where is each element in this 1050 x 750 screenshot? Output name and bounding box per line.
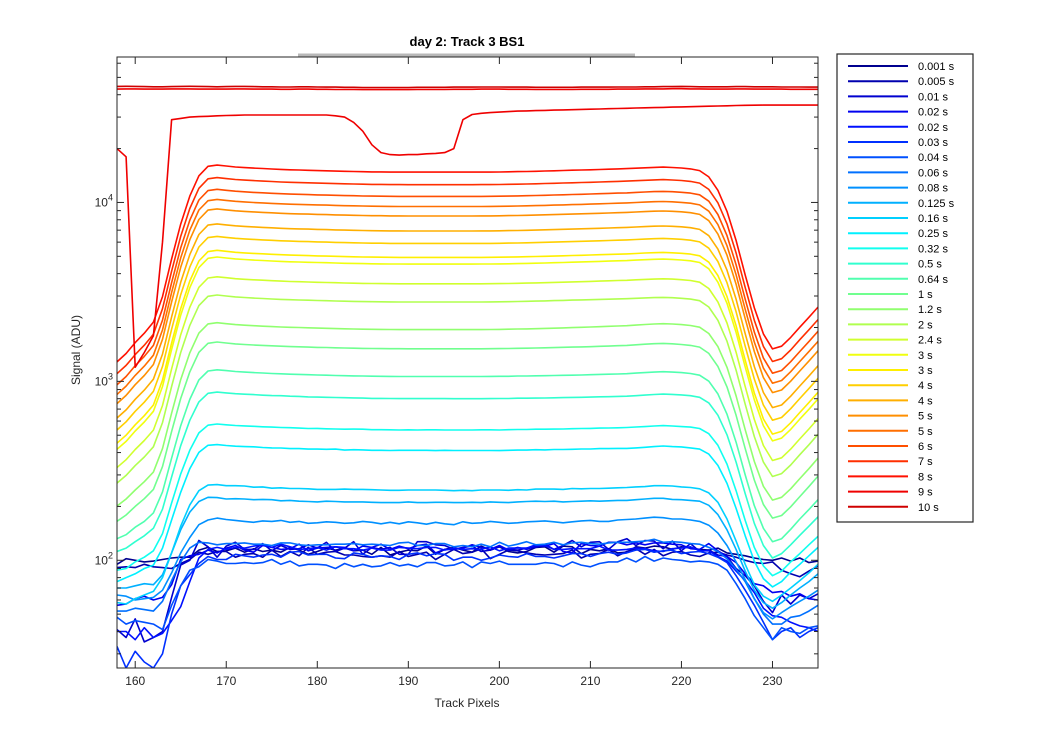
legend-entry: 4 s (918, 380, 933, 392)
y-tick-label: 104 (95, 192, 113, 209)
legend-entry: 7 s (918, 456, 933, 468)
legend-entry: 5 s (918, 411, 933, 423)
series-line-4 (117, 543, 818, 641)
x-tick-label: 180 (307, 674, 327, 688)
series-line-16 (117, 321, 818, 507)
series-line-5 (117, 548, 818, 668)
y-tick-label: 103 (95, 371, 113, 388)
plot-area: 160 170 180 190 200 210 220 230 102 103 104 (95, 56, 819, 688)
series-line-21 (117, 235, 818, 431)
legend-entry: 0.02 s (918, 122, 948, 134)
legend-entry: 3 s (918, 365, 933, 377)
series-line-9 (117, 496, 818, 609)
legend-entry: 3 s (918, 350, 933, 362)
legend-entry: 6 s (918, 441, 933, 453)
x-tick-label: 190 (398, 674, 418, 688)
legend-entry: 0.16 s (918, 213, 948, 225)
legend-entry: 0.06 s (918, 167, 948, 179)
legend-entry: 4 s (918, 395, 933, 407)
series-line-1 (117, 546, 818, 578)
legend-entry: 0.04 s (918, 152, 948, 164)
series-line-25 (117, 188, 818, 386)
series-line-7 (117, 538, 818, 625)
x-tick-label: 170 (216, 674, 236, 688)
series-line-12 (117, 423, 818, 577)
x-tick-label: 230 (762, 674, 782, 688)
x-tick-label: 220 (671, 674, 691, 688)
chart-title: day 2: Track 3 BS1 (410, 34, 525, 49)
series-line-22 (117, 223, 818, 419)
axes-frame (116, 56, 819, 669)
series-line-30 (117, 87, 818, 91)
series-line-17 (117, 294, 818, 484)
series-line-28 (117, 104, 818, 368)
legend-entry: 0.03 s (918, 137, 948, 149)
y-axis-label: Signal (ADU) (69, 315, 83, 385)
x-axis-label: Track Pixels (435, 696, 500, 710)
legend-entry: 2.4 s (918, 335, 942, 347)
series-line-14 (117, 369, 818, 543)
series-line-19 (117, 256, 818, 450)
legend-entry: 0.08 s (918, 183, 948, 195)
legend-entry: 0.64 s (918, 274, 948, 286)
legend-entry: 0.005 s (918, 76, 955, 88)
legend-entry: 0.32 s (918, 243, 948, 255)
legend-entry: 0.125 s (918, 198, 955, 210)
series-line-23 (117, 208, 818, 405)
y-tick-label: 102 (95, 550, 113, 567)
series-line-10 (117, 483, 818, 605)
legend-entry: 0.5 s (918, 259, 942, 271)
series-line-11 (117, 443, 818, 588)
x-tick-label: 210 (580, 674, 600, 688)
series-line-20 (117, 249, 818, 444)
series-line-27 (117, 164, 818, 363)
series-line-26 (117, 176, 818, 375)
legend-entry: 0.02 s (918, 107, 948, 119)
series-line-18 (117, 276, 818, 469)
series-group (117, 85, 818, 668)
series-line-29 (117, 85, 818, 89)
legend-entry: 1 s (918, 289, 933, 301)
legend-entry: 1.2 s (918, 304, 942, 316)
legend-entry: 0.001 s (918, 61, 955, 73)
series-line-8 (117, 516, 818, 620)
legend-entry: 2 s (918, 319, 933, 331)
legend-entry: 0.25 s (918, 228, 948, 240)
series-line-13 (117, 391, 818, 559)
series-line-6 (117, 555, 818, 641)
x-tick-label: 160 (125, 674, 145, 688)
legend: 0.001 s 0.005 s 0.01 s 0.02 s 0.02 s 0.03 s 0.… (836, 53, 974, 523)
x-tick-label: 200 (489, 674, 509, 688)
legend-entry: 9 s (918, 487, 933, 499)
legend-entry: 0.01 s (918, 91, 948, 103)
legend-entry: 10 s (918, 502, 939, 514)
series-line-15 (117, 341, 818, 523)
legend-entry: 8 s (918, 471, 933, 483)
legend-entry: 5 s (918, 426, 933, 438)
legend-box (836, 53, 974, 523)
series-line-24 (117, 198, 818, 395)
